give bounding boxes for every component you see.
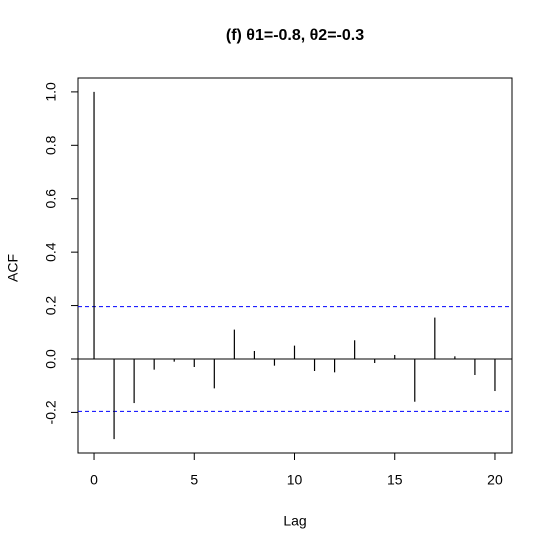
x-tick-label: 5 bbox=[190, 472, 198, 488]
y-tick-label: 0.0 bbox=[43, 349, 59, 369]
x-tick-label: 15 bbox=[387, 472, 403, 488]
y-tick-label: 1.0 bbox=[43, 82, 59, 102]
x-tick-label: 20 bbox=[487, 472, 503, 488]
x-axis-label: Lag bbox=[283, 513, 306, 529]
plot-frame bbox=[77, 77, 513, 454]
y-tick-label: 0.8 bbox=[43, 135, 59, 155]
x-tick-label: 0 bbox=[90, 472, 98, 488]
x-tick-label: 10 bbox=[287, 472, 303, 488]
y-tick-label: 0.2 bbox=[43, 296, 59, 316]
y-tick-label: 0.6 bbox=[43, 189, 59, 209]
chart-title: (f) θ1=-0.8, θ2=-0.3 bbox=[226, 27, 364, 44]
y-axis-label: ACF bbox=[5, 254, 21, 282]
y-tick-label: -0.2 bbox=[43, 400, 59, 424]
y-tick-label: 0.4 bbox=[43, 242, 59, 262]
